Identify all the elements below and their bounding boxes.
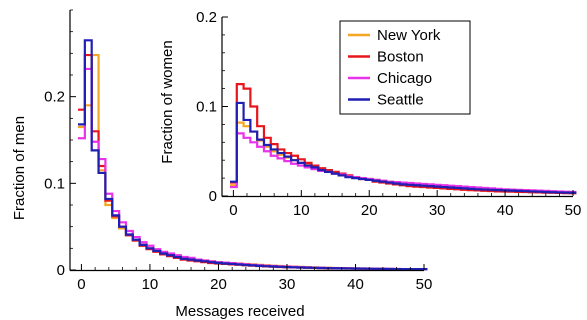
main-chart: 0 10 20 30 40 50 0 0.1 0.2 Messages received Fra… [11, 9, 433, 320]
legend: New York Boston Chicago Seattle [339, 20, 471, 115]
inset-x-tick-label: 10 [293, 202, 310, 219]
main-y-tick-label: 0.1 [44, 175, 65, 192]
main-y-tick-label: 0 [57, 262, 65, 279]
legend-label-chicago: Chicago [377, 70, 432, 87]
main-axes: 0 10 20 30 40 50 0 0.1 0.2 [44, 9, 433, 293]
main-y-tick-label: 0.2 [44, 89, 65, 106]
main-x-tick-label: 20 [210, 276, 227, 293]
legend-label-new-york: New York [377, 27, 441, 44]
main-x-tick-label: 0 [77, 276, 85, 293]
inset-y-tick-label: 0.1 [196, 99, 217, 116]
main-x-tick-label: 30 [279, 276, 296, 293]
inset-x-tick-label: 50 [565, 202, 582, 219]
inset-x-tick-label: 20 [361, 202, 378, 219]
inset-axes: 0 10 20 30 40 50 0 0.1 0.2 [196, 9, 581, 219]
inset-x-tick-label: 40 [497, 202, 514, 219]
inset-x-tick-label: 0 [229, 202, 237, 219]
legend-label-seattle: Seattle [377, 92, 424, 109]
legend-label-boston: Boston [377, 49, 424, 66]
main-y-axis-label: Fraction of men [11, 116, 28, 220]
main-x-tick-label: 50 [416, 276, 433, 293]
inset-series-seattle [230, 101, 577, 194]
main-series-group [78, 39, 428, 271]
main-x-axis-label: Messages received [175, 303, 304, 320]
inset-y-tick-label: 0.2 [196, 9, 217, 26]
inset-y-tick-label: 0 [209, 188, 217, 205]
legend-item-chicago: Chicago [348, 70, 432, 87]
legend-item-new-york: New York [348, 27, 441, 44]
inset-series-group [230, 83, 577, 195]
inset-y-axis-label: Fraction of women [159, 40, 176, 163]
legend-item-seattle: Seattle [348, 92, 424, 109]
main-x-tick-label: 40 [347, 276, 364, 293]
legend-item-boston: Boston [348, 49, 424, 66]
inset-x-tick-label: 30 [429, 202, 446, 219]
main-x-tick-label: 10 [142, 276, 159, 293]
main-series-seattle [78, 39, 428, 271]
